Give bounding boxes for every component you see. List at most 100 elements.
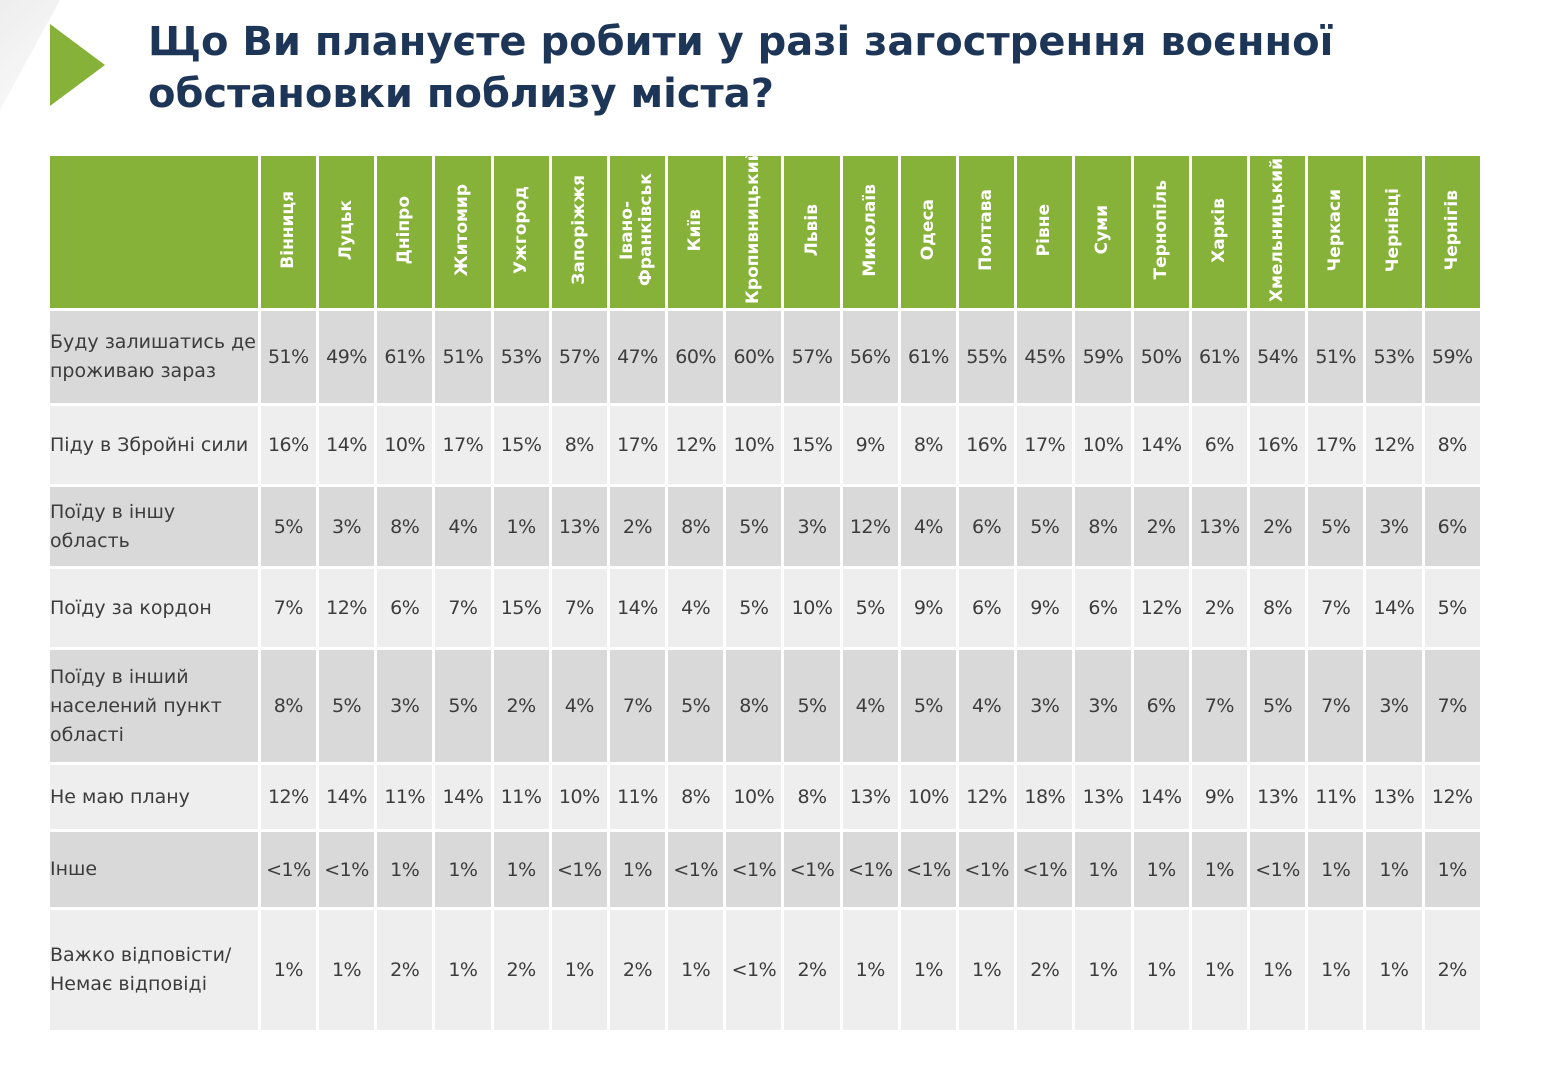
column-header-label: Миколаїв: [859, 183, 880, 277]
value-cell: 15%: [784, 406, 840, 484]
value-cell: <1%: [959, 832, 1015, 907]
value-cell: 6%: [377, 569, 433, 647]
value-cell: 1%: [609, 832, 666, 907]
value-cell: 59%: [1075, 311, 1131, 403]
value-cell: 2%: [784, 910, 840, 1030]
column-header-label: Одеса: [917, 199, 938, 261]
value-cell: 13%: [1075, 765, 1131, 829]
value-cell: 11%: [609, 765, 666, 829]
value-cell: <1%: [260, 832, 316, 907]
value-cell: 5%: [726, 569, 782, 647]
value-cell: 12%: [1133, 569, 1189, 647]
value-cell: 2%: [1133, 487, 1189, 566]
column-header-label: Харків: [1208, 197, 1229, 263]
value-cell: 2%: [1424, 910, 1480, 1030]
value-cell: 10%: [900, 765, 956, 829]
value-cell: 61%: [900, 311, 956, 403]
value-cell: 3%: [1017, 650, 1073, 762]
value-cell: 12%: [668, 406, 724, 484]
column-header-city: Хмельницький: [1249, 156, 1306, 308]
value-cell: 8%: [668, 487, 724, 566]
value-cell: 9%: [1017, 569, 1073, 647]
value-cell: 14%: [318, 765, 375, 829]
value-cell: 56%: [842, 311, 898, 403]
value-cell: 5%: [726, 487, 782, 566]
column-header-label: Кропивницький: [743, 149, 764, 304]
value-cell: 2%: [493, 650, 549, 762]
value-cell: 5%: [318, 650, 375, 762]
value-cell: 12%: [959, 765, 1015, 829]
value-cell: 61%: [377, 311, 433, 403]
table-row: Поїду в інший населений пункт області 8% 5…: [50, 650, 1480, 762]
column-header-city: Ужгород: [493, 156, 549, 308]
value-cell: 10%: [784, 569, 840, 647]
value-cell: 8%: [1075, 487, 1131, 566]
value-cell: 1%: [1191, 832, 1247, 907]
value-cell: 16%: [1249, 406, 1306, 484]
column-header-city: Кропивницький: [726, 149, 782, 308]
value-cell: 3%: [1075, 650, 1131, 762]
column-header-city: Луцьк: [318, 156, 375, 308]
column-header-city: Львів: [784, 156, 840, 308]
column-header-label: Хмельницький: [1267, 157, 1288, 303]
table-header-row: Вінниця Луцьк Дніпро Житомир Ужгород Запоріжж…: [50, 149, 1480, 308]
value-cell: <1%: [900, 832, 956, 907]
value-cell: 1%: [493, 832, 549, 907]
value-cell: 8%: [726, 650, 782, 762]
row-label: Буду залишатись де проживаю зараз: [50, 311, 258, 403]
column-header-city: Дніпро: [377, 156, 433, 308]
value-cell: 4%: [435, 487, 491, 566]
value-cell: 5%: [1017, 487, 1073, 566]
value-cell: 8%: [1424, 406, 1480, 484]
value-cell: 4%: [842, 650, 898, 762]
value-cell: 13%: [842, 765, 898, 829]
value-cell: 55%: [959, 311, 1015, 403]
value-cell: 17%: [435, 406, 491, 484]
value-cell: 61%: [1191, 311, 1247, 403]
value-cell: 59%: [1424, 311, 1480, 403]
value-cell: 1%: [435, 910, 491, 1030]
value-cell: 1%: [1308, 910, 1364, 1030]
value-cell: 8%: [668, 765, 724, 829]
value-cell: 9%: [1191, 765, 1247, 829]
column-header-label: Луцьк: [336, 199, 357, 261]
column-header-city: Харків: [1191, 156, 1247, 308]
value-cell: 3%: [784, 487, 840, 566]
value-cell: 10%: [1075, 406, 1131, 484]
value-cell: 1%: [1366, 910, 1422, 1030]
value-cell: <1%: [784, 832, 840, 907]
table-row: Поїду в іншу область 5% 3% 8% 4% 1% 13% 2% 8% 5% 3…: [50, 487, 1480, 566]
value-cell: 6%: [1075, 569, 1131, 647]
value-cell: 1%: [1249, 910, 1306, 1030]
value-cell: 13%: [551, 487, 607, 566]
value-cell: 53%: [1366, 311, 1422, 403]
value-cell: 5%: [842, 569, 898, 647]
value-cell: 14%: [1133, 406, 1189, 484]
value-cell: 1%: [1075, 910, 1131, 1030]
value-cell: 8%: [784, 765, 840, 829]
value-cell: 60%: [668, 311, 724, 403]
value-cell: 5%: [260, 487, 316, 566]
column-header-city: Чернігів: [1424, 156, 1480, 308]
value-cell: 1%: [1366, 832, 1422, 907]
value-cell: 3%: [377, 650, 433, 762]
value-cell: 5%: [1308, 487, 1364, 566]
value-cell: 10%: [726, 406, 782, 484]
value-cell: 1%: [435, 832, 491, 907]
header-corner-cell: [50, 156, 258, 308]
value-cell: 7%: [1308, 569, 1364, 647]
value-cell: 5%: [435, 650, 491, 762]
value-cell: 1%: [668, 910, 724, 1030]
column-header-label: Рівне: [1034, 203, 1055, 257]
column-header-label: Суми: [1092, 205, 1113, 255]
value-cell: 1%: [1075, 832, 1131, 907]
column-header-label: Черкаси: [1325, 188, 1346, 272]
green-arrow-icon: [50, 24, 105, 106]
column-header-label: Запоріжжя: [568, 175, 589, 285]
value-cell: 7%: [1424, 650, 1480, 762]
column-header-label: Тернопіль: [1150, 180, 1171, 280]
value-cell: 17%: [1308, 406, 1364, 484]
value-cell: 51%: [260, 311, 316, 403]
value-cell: 14%: [609, 569, 666, 647]
value-cell: 5%: [668, 650, 724, 762]
